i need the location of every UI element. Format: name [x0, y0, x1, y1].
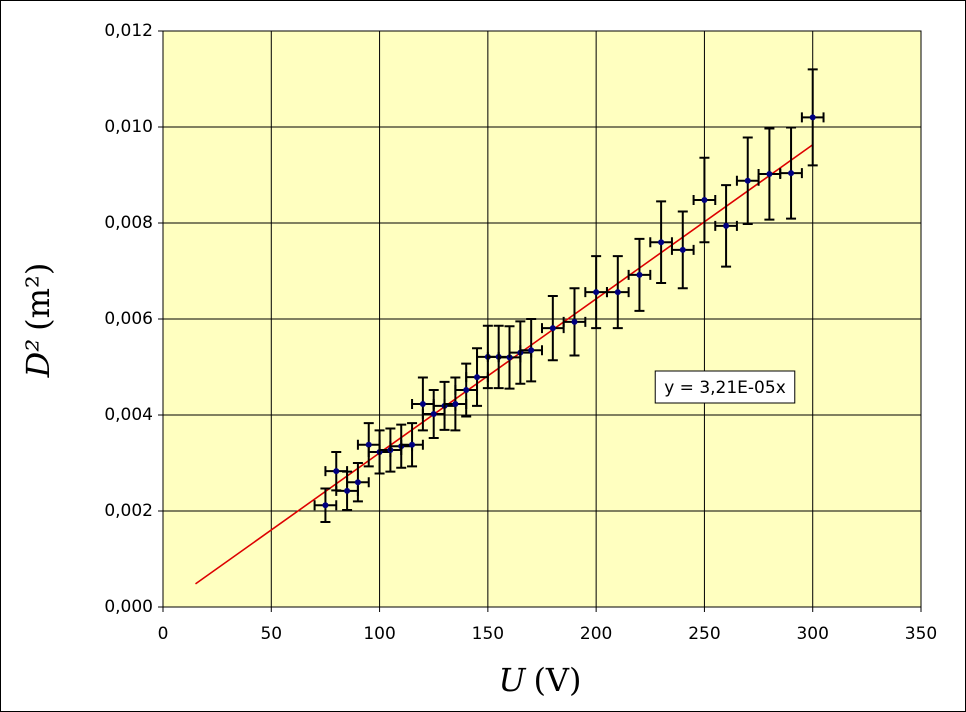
data-point	[723, 222, 730, 229]
y-label-unit: (m²)	[19, 263, 57, 331]
x-tick-label: 100	[363, 624, 395, 644]
x-tick-label: 350	[905, 624, 937, 644]
y-tick-label: 0,010	[104, 117, 153, 137]
data-point	[322, 502, 329, 509]
data-point	[354, 479, 361, 486]
trendline	[195, 144, 814, 585]
data-point	[571, 318, 578, 325]
x-axis-label: U (V)	[498, 661, 581, 699]
y-tick-label: 0,008	[104, 213, 153, 233]
data-point	[430, 411, 437, 418]
plot-border	[162, 30, 922, 608]
equation-box	[654, 370, 796, 404]
x-tick-label: 300	[796, 624, 828, 644]
data-point	[344, 487, 351, 494]
data-point	[333, 468, 340, 475]
x-tick-label: 0	[158, 624, 169, 644]
data-point	[452, 400, 459, 407]
x-label-unit: (V)	[533, 661, 581, 699]
x-tick-label: 50	[260, 624, 282, 644]
y-tick-label: 0,000	[104, 597, 153, 617]
data-point	[636, 271, 643, 278]
data-point	[658, 239, 665, 246]
x-tick-label: 250	[688, 624, 720, 644]
x-tick-label: 150	[472, 624, 504, 644]
equation-label: y = 3,21E-05x	[664, 378, 786, 398]
data-point	[701, 196, 708, 203]
y-tick-label: 0,002	[104, 501, 153, 521]
data-point	[744, 177, 751, 184]
data-point	[409, 441, 416, 448]
x-label-symbol: U	[498, 661, 526, 699]
y-tick-label: 0,012	[104, 21, 153, 41]
data-point	[528, 347, 535, 354]
y-axis-label: D² (m²)	[19, 263, 57, 379]
y-tick-label: 0,006	[104, 309, 153, 329]
data-point	[593, 289, 600, 296]
data-point	[679, 246, 686, 253]
data-point	[788, 170, 795, 177]
y-tick-label: 0,004	[104, 405, 153, 425]
data-point	[419, 400, 426, 407]
data-point	[766, 171, 773, 178]
data-point	[474, 374, 481, 381]
data-point	[809, 114, 816, 121]
data-point	[463, 387, 470, 394]
data-point	[365, 441, 372, 448]
x-tick-label: 200	[580, 624, 612, 644]
data-point	[549, 325, 556, 332]
data-point	[614, 289, 621, 296]
y-label-symbol: D²	[19, 339, 57, 378]
